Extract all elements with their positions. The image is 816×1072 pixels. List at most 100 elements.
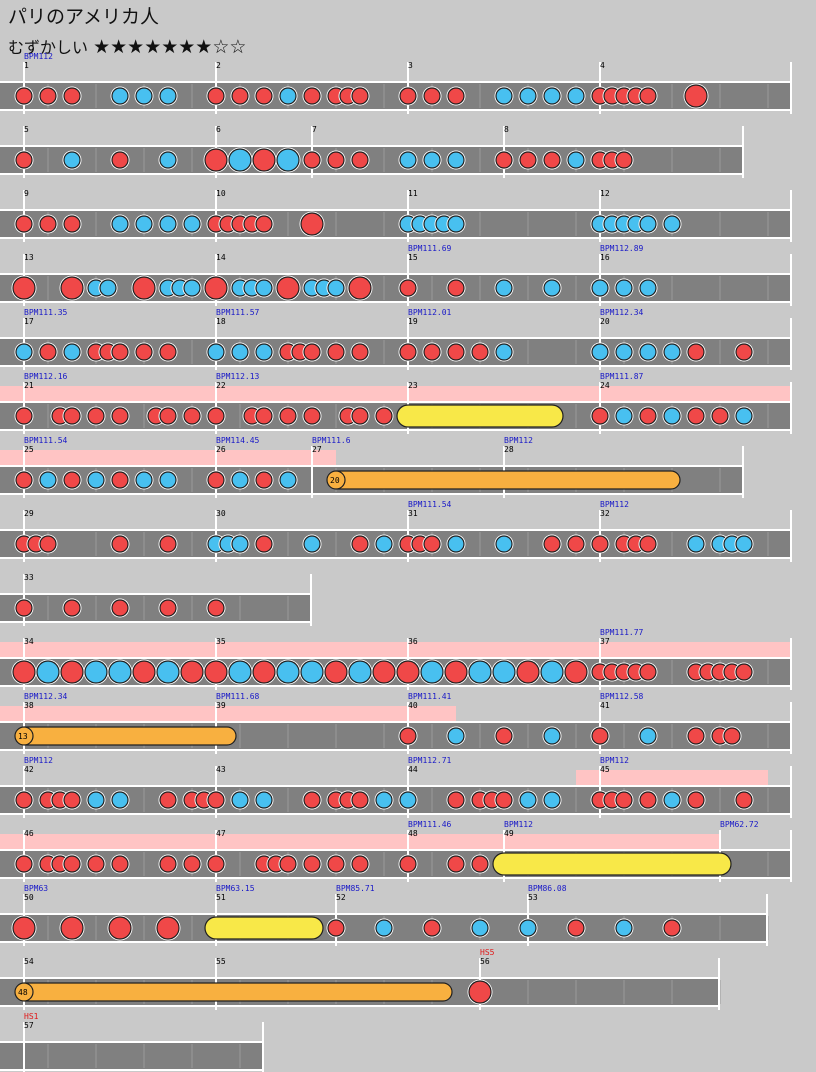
don-note bbox=[39, 215, 57, 233]
don-note bbox=[423, 87, 441, 105]
gogo-band bbox=[0, 386, 792, 402]
ka-note bbox=[375, 535, 393, 553]
measure-number: 9 bbox=[24, 189, 29, 198]
drumroll-count: 13 bbox=[18, 732, 28, 741]
don-note bbox=[207, 599, 225, 617]
drumroll-note bbox=[15, 982, 453, 1002]
don-big-note bbox=[348, 276, 372, 300]
balloon-note bbox=[396, 404, 564, 428]
bpm-label: BPM111.54 bbox=[24, 436, 68, 445]
ka-note bbox=[543, 791, 561, 809]
don-note bbox=[327, 151, 345, 169]
don-note bbox=[351, 407, 369, 425]
don-note bbox=[207, 407, 225, 425]
don-note bbox=[63, 599, 81, 617]
don-note bbox=[183, 407, 201, 425]
don-big-note bbox=[204, 148, 228, 172]
bpm-label: BPM112.34 bbox=[24, 692, 68, 701]
ka-note bbox=[639, 279, 657, 297]
bpm-label: BPM112 bbox=[504, 436, 533, 445]
don-big-note bbox=[396, 660, 420, 684]
bpm-label: BPM112 bbox=[24, 52, 53, 61]
don-note bbox=[519, 151, 537, 169]
ka-note bbox=[399, 791, 417, 809]
ka-note bbox=[255, 791, 273, 809]
don-note bbox=[159, 407, 177, 425]
don-big-note bbox=[132, 660, 156, 684]
ka-note bbox=[375, 791, 393, 809]
don-note bbox=[111, 471, 129, 489]
measure-number: 38 bbox=[24, 701, 34, 710]
measure-number: 50 bbox=[24, 893, 34, 902]
ka-note bbox=[111, 215, 129, 233]
measure-number: 11 bbox=[408, 189, 418, 198]
bpm-label: BPM111.77 bbox=[600, 628, 644, 637]
don-note bbox=[327, 343, 345, 361]
measure-number: 23 bbox=[408, 381, 418, 390]
ka-note bbox=[639, 215, 657, 233]
ka-note bbox=[495, 343, 513, 361]
don-note bbox=[711, 407, 729, 425]
don-note bbox=[255, 407, 273, 425]
don-note bbox=[423, 535, 441, 553]
ka-note bbox=[231, 535, 249, 553]
ka-note bbox=[231, 791, 249, 809]
ka-note bbox=[135, 87, 153, 105]
ka-note bbox=[111, 87, 129, 105]
don-note bbox=[423, 919, 441, 937]
ka-note bbox=[423, 151, 441, 169]
don-note bbox=[687, 407, 705, 425]
measure-number: 18 bbox=[216, 317, 226, 326]
don-note bbox=[231, 87, 249, 105]
don-note bbox=[495, 727, 513, 745]
ka-note bbox=[495, 535, 513, 553]
measure-number: 42 bbox=[24, 765, 34, 774]
ka-note bbox=[447, 535, 465, 553]
measure-number: 52 bbox=[336, 893, 346, 902]
difficulty-stars: ★★★★★★★☆☆ bbox=[93, 36, 247, 58]
don-note bbox=[255, 535, 273, 553]
don-note bbox=[399, 279, 417, 297]
don-big-note bbox=[444, 660, 468, 684]
balloon-note bbox=[492, 852, 732, 876]
measure-number: 36 bbox=[408, 637, 418, 646]
don-note bbox=[375, 407, 393, 425]
measure-number: 22 bbox=[216, 381, 226, 390]
measure-number: 43 bbox=[216, 765, 226, 774]
ka-note bbox=[543, 279, 561, 297]
ka-note bbox=[87, 471, 105, 489]
don-note bbox=[447, 855, 465, 873]
ka-note bbox=[63, 343, 81, 361]
don-note bbox=[39, 87, 57, 105]
ka-big-note bbox=[276, 660, 300, 684]
don-note bbox=[399, 343, 417, 361]
don-note bbox=[63, 791, 81, 809]
don-big-note bbox=[12, 660, 36, 684]
don-note bbox=[567, 919, 585, 937]
don-note bbox=[15, 471, 33, 489]
don-big-note bbox=[276, 276, 300, 300]
don-note bbox=[159, 791, 177, 809]
bpm-label: BPM112.13 bbox=[216, 372, 260, 381]
don-note bbox=[15, 855, 33, 873]
bpm-label: BPM86.08 bbox=[528, 884, 567, 893]
don-note bbox=[735, 663, 753, 681]
measure-number: 1 bbox=[24, 61, 29, 70]
ka-note bbox=[39, 471, 57, 489]
bpm-label: BPM112.89 bbox=[600, 244, 644, 253]
ka-note bbox=[663, 343, 681, 361]
don-note bbox=[63, 215, 81, 233]
ka-note bbox=[375, 919, 393, 937]
ka-note bbox=[615, 279, 633, 297]
measure-number: 32 bbox=[600, 509, 610, 518]
don-note bbox=[351, 343, 369, 361]
bpm-label: BPM112 bbox=[600, 756, 629, 765]
bpm-label: BPM112 bbox=[600, 500, 629, 509]
ka-note bbox=[135, 215, 153, 233]
drumroll-count: 48 bbox=[18, 988, 28, 997]
bpm-label: BPM62.72 bbox=[720, 820, 759, 829]
drumroll-head bbox=[14, 982, 34, 1002]
measure-number: 46 bbox=[24, 829, 34, 838]
don-note bbox=[687, 791, 705, 809]
